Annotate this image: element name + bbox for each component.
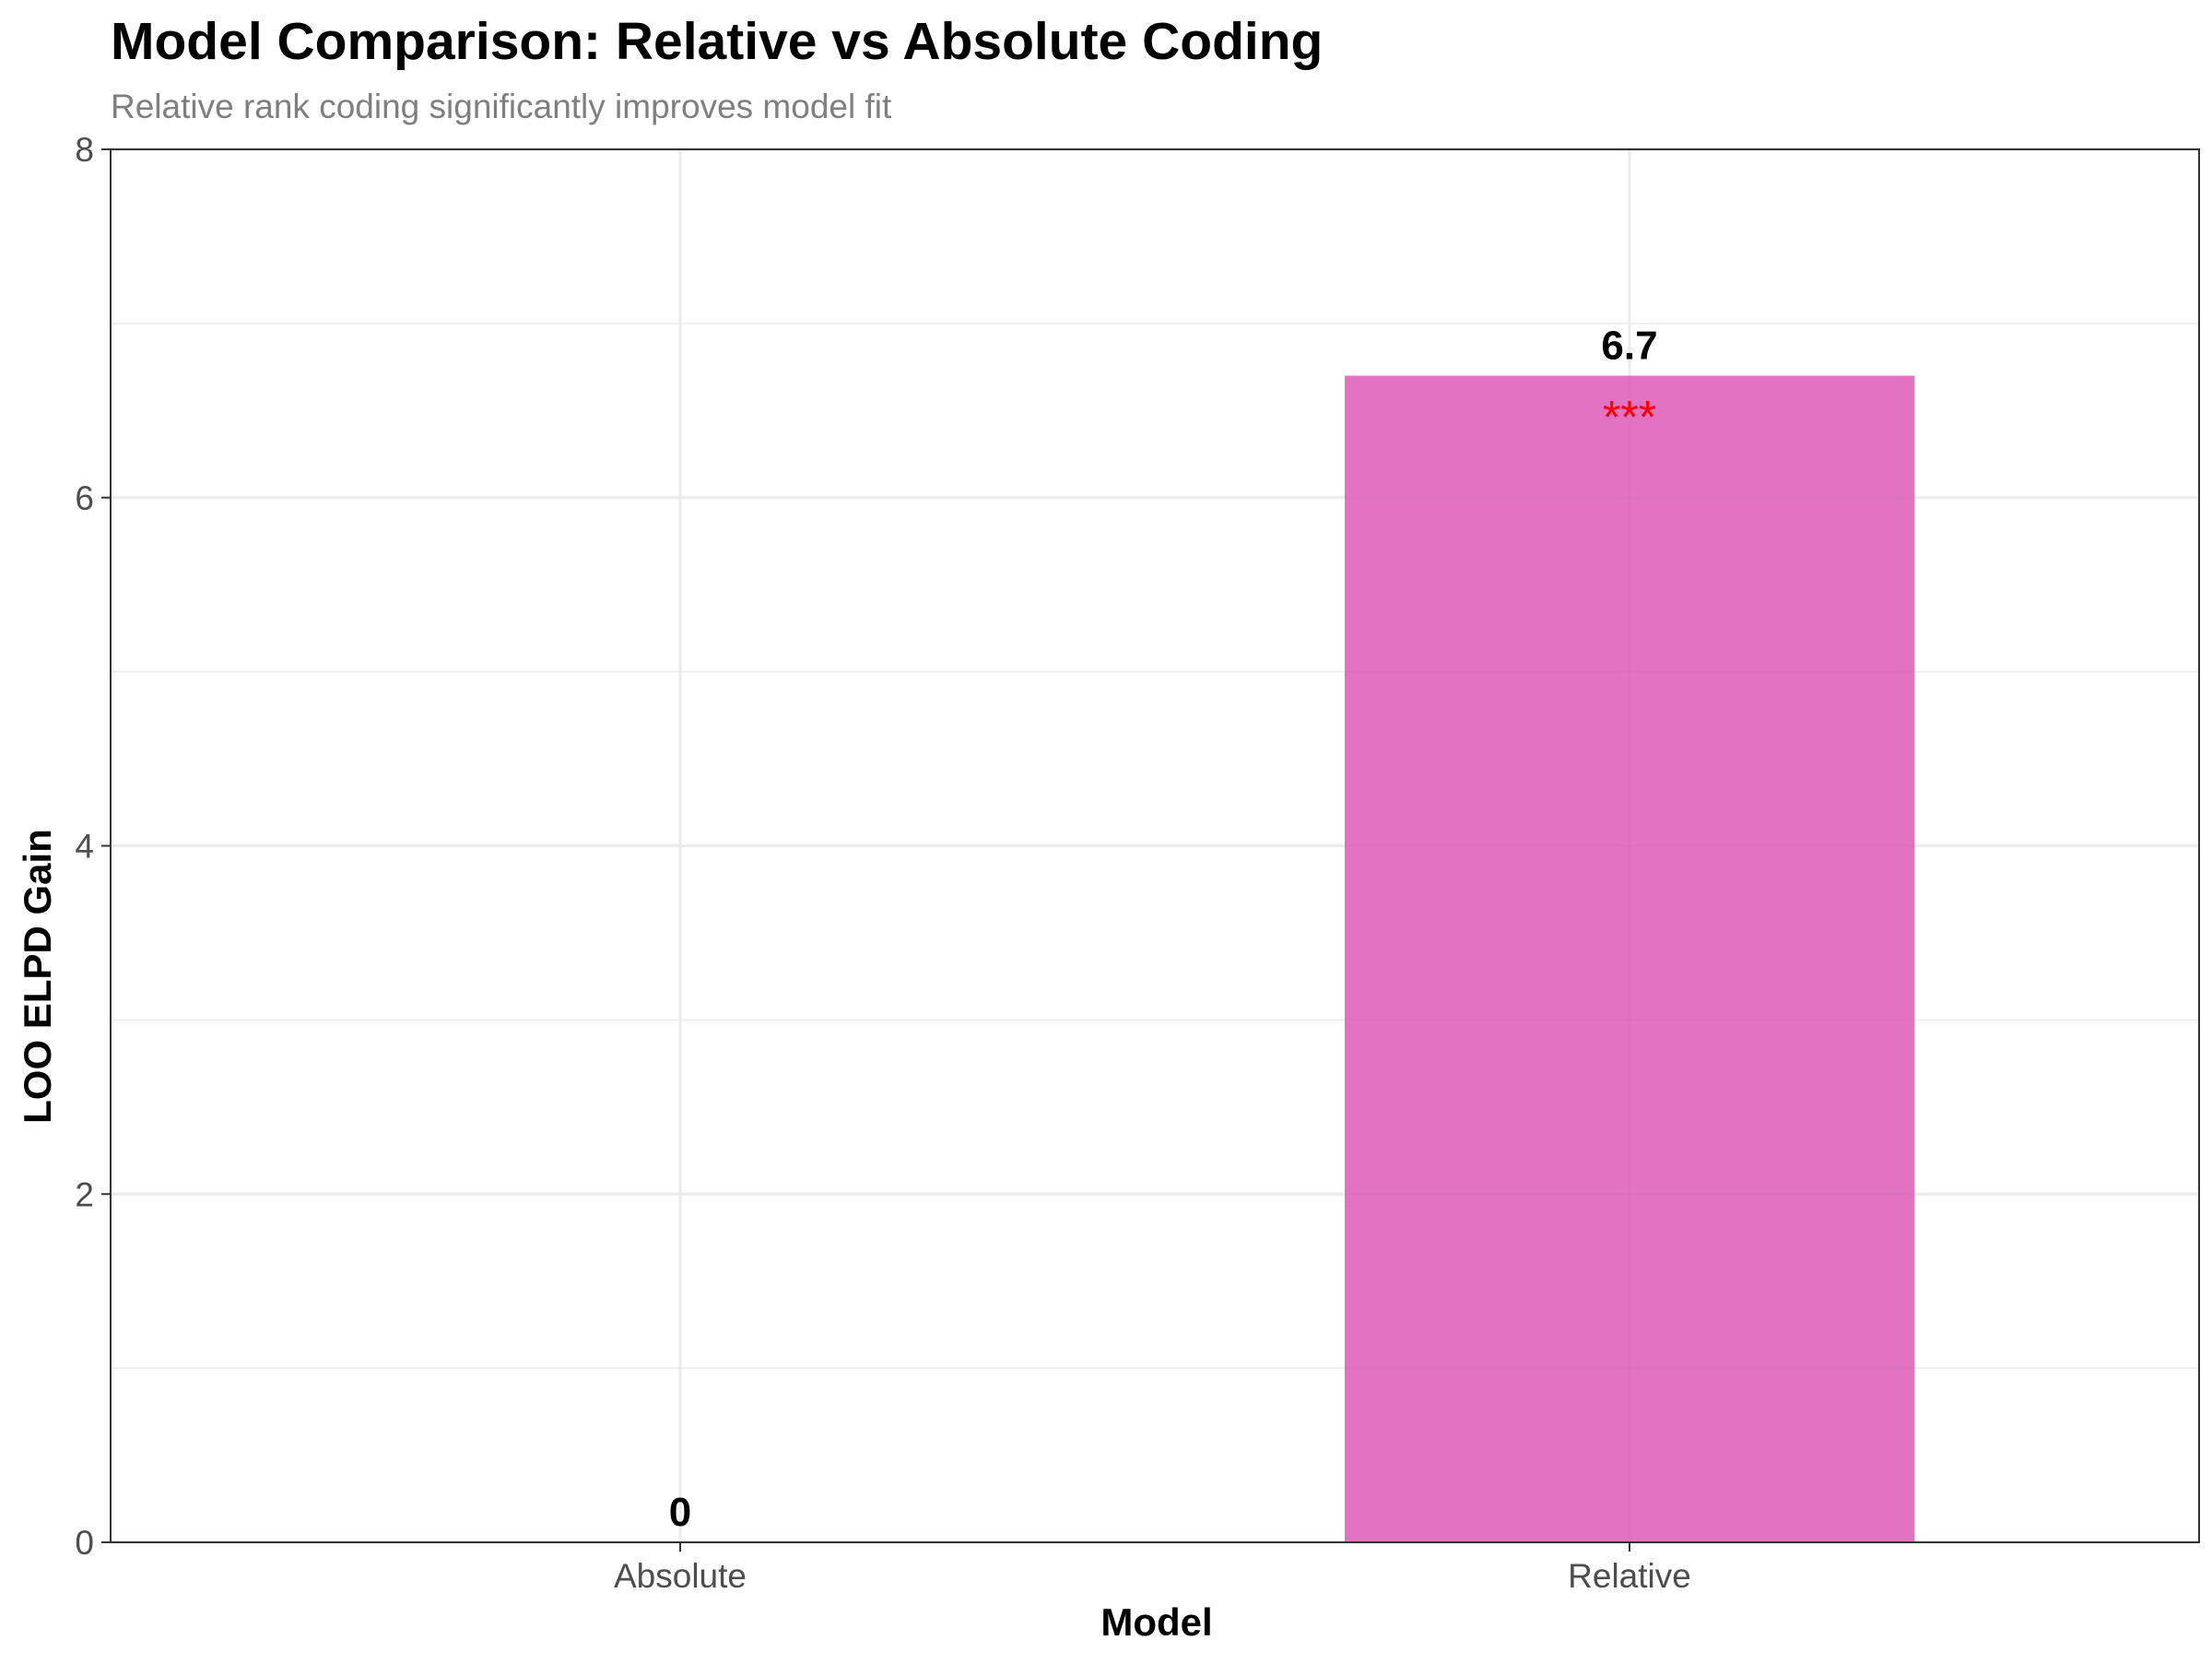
y-tick-label: 8 — [75, 131, 94, 169]
x-axis: Absolute Relative — [614, 1542, 1691, 1595]
y-tick-label: 4 — [75, 828, 94, 866]
data-labels: 0 6.7 *** — [669, 324, 1658, 1535]
data-label-absolute: 0 — [669, 1490, 691, 1535]
significance-label-relative: *** — [1603, 392, 1656, 443]
chart-subtitle: Relative rank coding significantly impro… — [111, 88, 892, 125]
bar-relative — [1345, 375, 1914, 1543]
bars — [1345, 375, 1914, 1543]
data-label-relative: 6.7 — [1601, 324, 1657, 369]
y-tick-label: 0 — [75, 1524, 94, 1562]
x-tick-label-relative: Relative — [1568, 1557, 1691, 1595]
y-tick-label: 6 — [75, 479, 94, 517]
y-axis-title: LOO ELPD Gain — [16, 829, 59, 1124]
y-axis: 0 2 4 6 8 — [75, 131, 111, 1562]
x-axis-title: Model — [1100, 1600, 1212, 1644]
x-tick-label-absolute: Absolute — [614, 1557, 747, 1595]
chart-title: Model Comparison: Relative vs Absolute C… — [111, 12, 1323, 71]
y-tick-label: 2 — [75, 1175, 94, 1213]
